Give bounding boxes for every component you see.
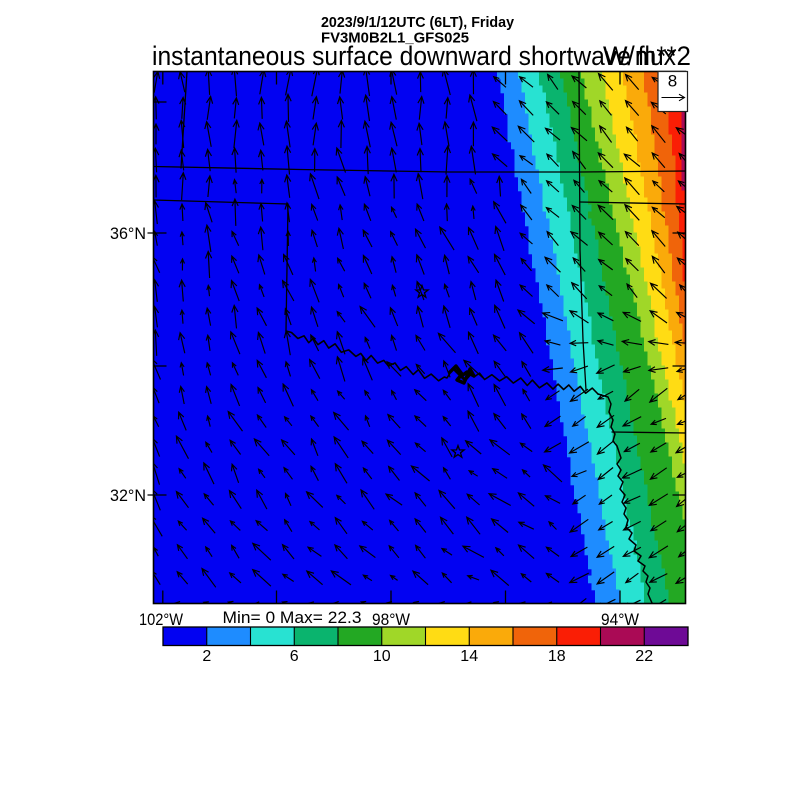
svg-text:8: 8 bbox=[668, 72, 677, 91]
svg-text:98°W: 98°W bbox=[372, 611, 410, 629]
svg-text:instantaneous surface downward: instantaneous surface downward shortwave… bbox=[152, 41, 676, 71]
svg-text:94°W: 94°W bbox=[601, 611, 639, 629]
svg-text:36°N: 36°N bbox=[110, 225, 146, 243]
svg-text:102°W: 102°W bbox=[139, 611, 183, 629]
svg-text:FV3M0B2L1_GFS025: FV3M0B2L1_GFS025 bbox=[321, 30, 469, 47]
svg-text:14: 14 bbox=[460, 648, 478, 665]
svg-text:Min= 0 Max= 22.3: Min= 0 Max= 22.3 bbox=[223, 609, 362, 627]
svg-text:22: 22 bbox=[635, 648, 653, 665]
svg-text:32°N: 32°N bbox=[110, 487, 146, 505]
svg-text:10: 10 bbox=[373, 648, 391, 665]
svg-text:W/m**2: W/m**2 bbox=[603, 41, 691, 71]
svg-text:6: 6 bbox=[290, 648, 299, 665]
svg-text:2023/9/1/12UTC (6LT), Friday: 2023/9/1/12UTC (6LT), Friday bbox=[321, 14, 515, 31]
svg-text:18: 18 bbox=[548, 648, 566, 665]
svg-text:2: 2 bbox=[202, 648, 211, 665]
